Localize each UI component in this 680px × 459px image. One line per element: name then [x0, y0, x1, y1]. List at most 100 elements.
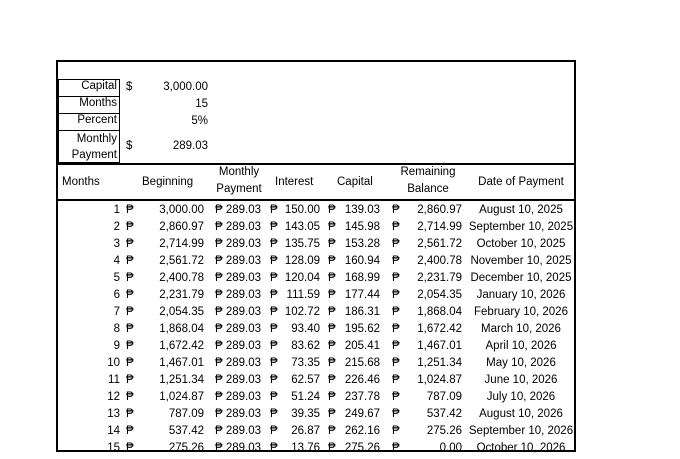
date-cell[interactable]: April 10, 2026 [485, 340, 557, 352]
interest-cell[interactable]: 135.75 [284, 238, 320, 250]
beginning-cell[interactable]: 2,561.72 [159, 255, 204, 267]
beginning-cell[interactable]: 2,400.78 [159, 272, 204, 284]
beginning-cell[interactable]: 3,000.00 [159, 204, 204, 216]
payment-cell[interactable]: ₱ 289.03 [215, 357, 262, 369]
summary-percent-value[interactable]: 5% [191, 115, 208, 127]
month-cell[interactable]: 13 [107, 408, 120, 420]
interest-cell[interactable]: 150.00 [284, 204, 320, 216]
interest-cell[interactable]: 111.59 [286, 289, 320, 301]
payment-cell[interactable]: ₱ 289.03 [215, 289, 262, 301]
capital-cell[interactable]: 205.41 [344, 340, 380, 352]
date-cell[interactable]: May 10, 2026 [486, 357, 556, 369]
payment-cell[interactable]: ₱ 289.03 [215, 391, 262, 403]
beginning-cell[interactable]: 2,714.99 [159, 238, 204, 250]
date-cell[interactable]: August 10, 2026 [479, 408, 563, 420]
header-remaining-balance[interactable]: Remaining Balance [398, 164, 458, 198]
interest-cell[interactable]: 39.35 [291, 408, 320, 420]
remaining-cell[interactable]: 2,231.79 [417, 272, 462, 284]
payment-cell[interactable]: ₱ 289.03 [215, 306, 262, 318]
date-cell[interactable]: July 10, 2026 [486, 391, 556, 403]
payment-cell[interactable]: ₱ 289.03 [215, 442, 262, 454]
month-cell[interactable]: 4 [113, 255, 120, 267]
interest-cell[interactable]: 62.57 [291, 374, 320, 386]
remaining-cell[interactable]: 2,561.72 [417, 238, 462, 250]
summary-payment-label[interactable]: Monthly Payment [58, 130, 120, 163]
header-capital[interactable]: Capital [337, 176, 373, 188]
month-cell[interactable]: 10 [107, 357, 120, 369]
month-cell[interactable]: 9 [113, 340, 120, 352]
remaining-cell[interactable]: 2,400.78 [417, 255, 462, 267]
date-cell[interactable]: October 10, 2025 [476, 238, 566, 250]
date-cell[interactable]: October 10, 2026 [476, 442, 566, 454]
beginning-cell[interactable]: 1,467.01 [159, 357, 204, 369]
payment-cell[interactable]: ₱ 289.03 [215, 408, 262, 420]
date-cell[interactable]: February 10, 2026 [474, 306, 568, 318]
payment-cell[interactable]: ₱ 289.03 [215, 255, 262, 267]
summary-percent-label[interactable]: Percent [58, 113, 120, 131]
month-cell[interactable]: 14 [107, 425, 120, 437]
date-cell[interactable]: June 10, 2026 [484, 374, 558, 386]
interest-cell[interactable]: 83.62 [291, 340, 320, 352]
date-cell[interactable]: August 10, 2025 [479, 204, 563, 216]
capital-cell[interactable]: 237.78 [344, 391, 380, 403]
date-cell[interactable]: September 10, 2025 [468, 221, 574, 233]
beginning-cell[interactable]: 1,251.34 [159, 374, 204, 386]
capital-cell[interactable]: 215.68 [344, 357, 380, 369]
beginning-cell[interactable]: 275.26 [168, 442, 204, 454]
capital-cell[interactable]: 139.03 [344, 204, 380, 216]
remaining-cell[interactable]: 275.26 [426, 425, 462, 437]
interest-cell[interactable]: 93.40 [291, 323, 320, 335]
payment-cell[interactable]: ₱ 289.03 [215, 425, 262, 437]
interest-cell[interactable]: 73.35 [291, 357, 320, 369]
capital-cell[interactable]: 160.94 [344, 255, 380, 267]
interest-cell[interactable]: 143.05 [284, 221, 320, 233]
header-beginning[interactable]: Beginning [142, 176, 194, 188]
interest-cell[interactable]: 51.24 [291, 391, 320, 403]
beginning-cell[interactable]: 1,868.04 [159, 323, 204, 335]
capital-cell[interactable]: 153.28 [344, 238, 380, 250]
summary-capital-label[interactable]: Capital [58, 79, 120, 97]
month-cell[interactable]: 12 [107, 391, 120, 403]
beginning-cell[interactable]: 1,672.42 [159, 340, 204, 352]
summary-capital-value[interactable]: 3,000.00 [163, 81, 208, 93]
remaining-cell[interactable]: 537.42 [426, 408, 462, 420]
month-cell[interactable]: 2 [113, 221, 120, 233]
capital-cell[interactable]: 226.46 [344, 374, 380, 386]
remaining-cell[interactable]: 2,714.99 [417, 221, 462, 233]
date-cell[interactable]: November 10, 2025 [470, 255, 572, 267]
payment-cell[interactable]: ₱ 289.03 [215, 374, 262, 386]
interest-cell[interactable]: 13.76 [291, 442, 320, 454]
payment-cell[interactable]: ₱ 289.03 [215, 238, 262, 250]
capital-cell[interactable]: 186.31 [344, 306, 380, 318]
remaining-cell[interactable]: 2,860.97 [417, 204, 462, 216]
beginning-cell[interactable]: 2,860.97 [159, 221, 204, 233]
month-cell[interactable]: 8 [113, 323, 120, 335]
capital-cell[interactable]: 249.67 [344, 408, 380, 420]
date-cell[interactable]: September 10, 2026 [468, 425, 574, 437]
payment-cell[interactable]: ₱ 289.03 [215, 204, 262, 216]
remaining-cell[interactable]: 1,672.42 [417, 323, 462, 335]
payment-cell[interactable]: ₱ 289.03 [215, 221, 262, 233]
remaining-cell[interactable]: 1,467.01 [417, 340, 462, 352]
interest-cell[interactable]: 120.04 [284, 272, 320, 284]
payment-cell[interactable]: ₱ 289.03 [215, 323, 262, 335]
summary-months-label[interactable]: Months [58, 96, 120, 114]
capital-cell[interactable]: 145.98 [344, 221, 380, 233]
header-interest[interactable]: Interest [275, 176, 314, 188]
month-cell[interactable]: 1 [113, 204, 120, 216]
header-months[interactable]: Months [62, 176, 100, 188]
header-date-of-payment[interactable]: Date of Payment [478, 176, 564, 188]
month-cell[interactable]: 6 [113, 289, 120, 301]
payment-cell[interactable]: ₱ 289.03 [215, 272, 262, 284]
beginning-cell[interactable]: 2,231.79 [159, 289, 204, 301]
remaining-cell[interactable]: 0.00 [439, 442, 462, 454]
capital-cell[interactable]: 177.44 [344, 289, 380, 301]
beginning-cell[interactable]: 787.09 [168, 408, 204, 420]
capital-cell[interactable]: 168.99 [344, 272, 380, 284]
remaining-cell[interactable]: 1,868.04 [417, 306, 462, 318]
date-cell[interactable]: March 10, 2026 [481, 323, 561, 335]
month-cell[interactable]: 5 [113, 272, 120, 284]
date-cell[interactable]: December 10, 2025 [470, 272, 572, 284]
beginning-cell[interactable]: 1,024.87 [159, 391, 204, 403]
remaining-cell[interactable]: 1,251.34 [417, 357, 462, 369]
